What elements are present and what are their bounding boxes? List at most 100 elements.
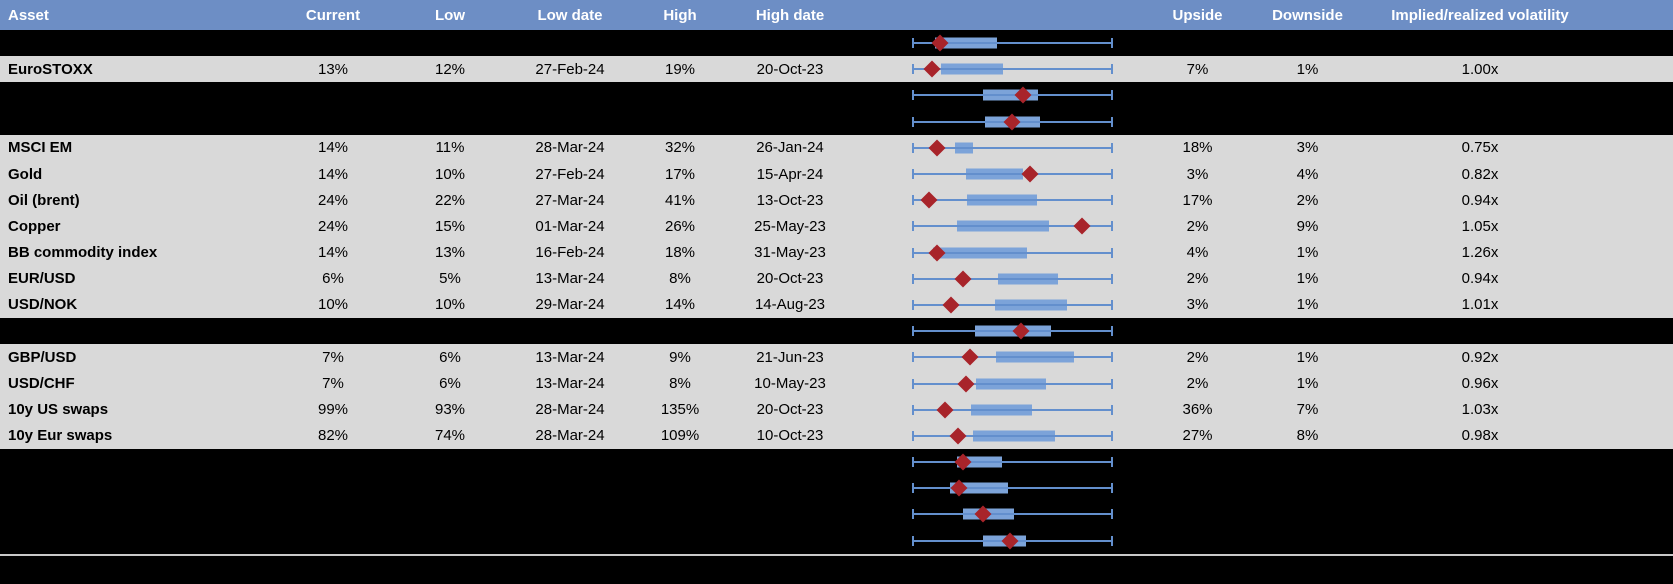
boxplot-whisker-line <box>913 487 1112 490</box>
boxplot-whisker-line <box>913 356 1112 359</box>
high-cell: 135% <box>660 401 700 419</box>
current-cell: 24% <box>317 217 349 235</box>
asset-cell: BB commodity index <box>8 244 158 262</box>
high-date-cell: 31-May-23 <box>754 244 826 262</box>
boxplot-left-cap <box>912 116 914 127</box>
col-header-high-date: High date <box>755 6 825 24</box>
downside-cell: 7% <box>1296 401 1319 419</box>
asset-cell: Oil (brent) <box>8 191 80 209</box>
boxplot-cell <box>841 82 1125 108</box>
boxplot-left-cap <box>912 430 914 441</box>
downside-cell: 1% <box>1296 244 1319 262</box>
boxplot-left-cap <box>912 535 914 546</box>
boxplot-whisker-line <box>913 277 1112 280</box>
boxplot-right-cap <box>1111 535 1113 546</box>
high-cell: 8% <box>669 270 691 288</box>
table-row <box>0 108 1673 135</box>
asset-cell: MSCI EM <box>8 139 73 157</box>
boxplot-whisker-line <box>913 199 1112 202</box>
vol-cell: 1.05x <box>1461 217 1499 235</box>
table-row <box>0 318 1673 345</box>
upside-cell: 2% <box>1186 348 1209 366</box>
boxplot-left-cap <box>912 38 914 49</box>
table-row <box>0 82 1673 109</box>
asset-cell: GBP/USD <box>8 348 77 366</box>
downside-cell: 1% <box>1296 296 1319 314</box>
boxplot-left-cap <box>912 142 914 153</box>
boxplot-cell <box>841 370 1125 396</box>
asset-cell: 10y Eur swaps <box>8 427 113 445</box>
table-row <box>0 475 1673 502</box>
boxplot-left-cap <box>912 483 914 494</box>
boxplot-right-cap <box>1111 483 1113 494</box>
boxplot-right-cap <box>1111 64 1113 75</box>
boxplot-cell <box>841 266 1125 292</box>
high-date-cell: 10-May-23 <box>754 375 826 393</box>
low-date-cell: 28-Mar-24 <box>535 401 605 419</box>
downside-cell: 9% <box>1296 217 1319 235</box>
vol-cell: 1.01x <box>1461 296 1499 314</box>
upside-cell: 3% <box>1186 296 1209 314</box>
low-date-cell: 28-Mar-24 <box>535 427 605 445</box>
upside-cell: 36% <box>1182 401 1213 419</box>
boxplot-right-cap <box>1111 299 1113 310</box>
boxplot-whisker-line <box>913 382 1112 385</box>
downside-cell: 4% <box>1296 165 1319 183</box>
low-cell: 6% <box>439 375 461 393</box>
table-row: Copper 24% 15% 01-Mar-24 26% 25-May-23 2… <box>0 213 1673 240</box>
boxplot-right-cap <box>1111 116 1113 127</box>
current-cell: 13% <box>317 60 349 78</box>
downside-cell: 1% <box>1296 348 1319 366</box>
boxplot-cell <box>841 423 1125 449</box>
boxplot <box>912 213 1113 239</box>
boxplot-cell <box>841 109 1125 135</box>
boxplot <box>912 449 1113 475</box>
boxplot-cell <box>841 213 1125 239</box>
boxplot <box>912 135 1113 161</box>
high-cell: 32% <box>664 139 696 157</box>
boxplot-marker-diamond <box>1021 165 1039 183</box>
upside-cell: 2% <box>1186 270 1209 288</box>
boxplot-right-cap <box>1111 378 1113 389</box>
downside-cell: 1% <box>1296 375 1319 393</box>
boxplot <box>912 292 1113 318</box>
boxplot-left-cap <box>912 169 914 180</box>
table-row <box>0 30 1673 57</box>
boxplot-cell <box>841 240 1125 266</box>
downside-cell: 1% <box>1296 60 1319 78</box>
upside-cell: 2% <box>1186 375 1209 393</box>
upside-cell: 2% <box>1186 217 1209 235</box>
low-cell: 11% <box>435 139 465 157</box>
boxplot-marker-diamond <box>961 348 979 366</box>
boxplot-right-cap <box>1111 90 1113 101</box>
boxplot-left-cap <box>912 221 914 232</box>
boxplot <box>912 344 1113 370</box>
low-cell: 74% <box>434 427 466 445</box>
boxplot-left-cap <box>912 509 914 520</box>
col-header-implied-realized-volatility: Implied/realized volatility <box>1391 6 1569 24</box>
boxplot-whisker-line <box>913 225 1112 228</box>
low-cell: 12% <box>434 60 466 78</box>
low-date-cell: 27-Feb-24 <box>535 165 605 183</box>
boxplot-cell <box>841 292 1125 318</box>
boxplot-marker-diamond <box>1073 217 1091 235</box>
boxplot-cell <box>841 449 1125 475</box>
high-cell: 41% <box>664 191 696 209</box>
boxplot-whisker-line <box>913 330 1112 333</box>
upside-cell: 3% <box>1186 165 1209 183</box>
table-row: 10y US swaps 99% 93% 28-Mar-24 135% 20-O… <box>0 396 1673 423</box>
boxplot <box>912 475 1113 501</box>
asset-cell: USD/CHF <box>8 375 75 393</box>
boxplot-left-cap <box>912 326 914 337</box>
high-date-cell: 20-Oct-23 <box>756 401 824 419</box>
high-date-cell: 14-Aug-23 <box>754 296 826 314</box>
low-cell: 6% <box>439 348 461 366</box>
high-date-cell: 10-Oct-23 <box>756 427 824 445</box>
bottom-black-band <box>0 555 1673 584</box>
low-date-cell: 16-Feb-24 <box>535 244 605 262</box>
boxplot <box>912 318 1113 344</box>
boxplot-right-cap <box>1111 326 1113 337</box>
boxplot <box>912 423 1113 449</box>
boxplot-right-cap <box>1111 352 1113 363</box>
low-date-cell: 29-Mar-24 <box>535 296 605 314</box>
